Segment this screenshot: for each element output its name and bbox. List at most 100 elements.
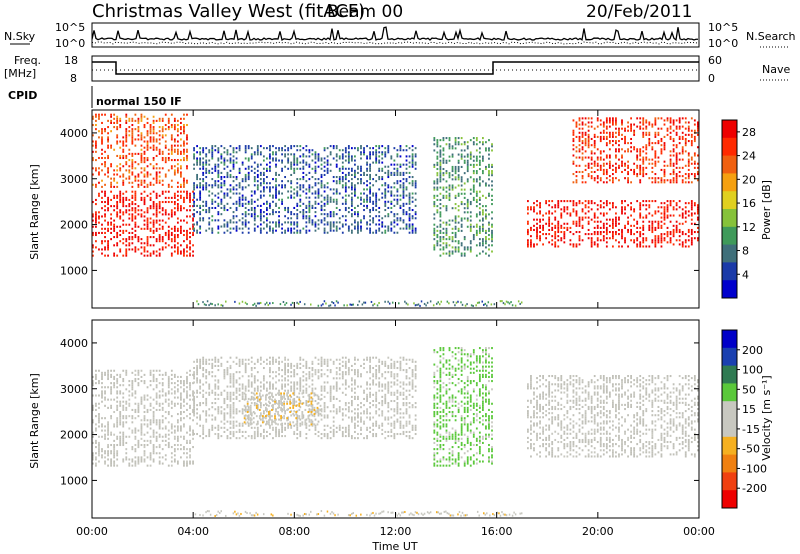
y-tick-label: 4000 [60, 127, 88, 140]
colorbar-swatch [722, 383, 737, 402]
nsky-label: N.Sky [4, 30, 36, 43]
freq-trace [92, 61, 699, 75]
colorbar-frame [721, 329, 738, 509]
colorbar-tick-label: 15 [742, 403, 756, 416]
colorbar-swatch [722, 436, 737, 456]
colorbar-swatch [722, 173, 737, 192]
colorbar-tick-label: -15 [742, 423, 760, 436]
y-tick-label: 3000 [60, 383, 88, 396]
nsearch-tick-top: 10^5 [708, 21, 738, 34]
velocity-band-3 [433, 347, 493, 467]
y-tick-label: 2000 [60, 429, 88, 442]
x-tick-label: 16:00 [481, 525, 513, 538]
cpid-value: normal 150 IF [96, 95, 182, 108]
colorbar-swatch [722, 419, 737, 438]
colorbar-swatch [722, 490, 737, 509]
velocity-data [92, 347, 699, 517]
colorbar-tick-label: 28 [742, 126, 756, 139]
colorbar-tick-label: -50 [742, 443, 760, 456]
y-tick-label: 4000 [60, 337, 88, 350]
y-tick-label: 1000 [60, 474, 88, 487]
power-band-1 [92, 190, 194, 257]
freq-panel [91, 55, 700, 82]
colorbar-swatch [722, 347, 737, 367]
power-y-ticks: 1000 2000 3000 4000 [60, 110, 700, 308]
colorbar-swatch [722, 226, 737, 246]
nsearch-line [91, 41, 699, 45]
colorbar-swatch [722, 262, 737, 281]
freq-unit-label: [MHz] [4, 67, 36, 80]
velocity-y-ticks: 1000 2000 3000 4000 [60, 320, 700, 518]
freq-label: Freq. [14, 54, 41, 67]
power-band-3 [433, 137, 493, 257]
freq-tick-bottom: 8 [70, 72, 77, 85]
date-label: 20/Feb/2011 [586, 2, 692, 22]
colorbar-swatch [722, 330, 737, 349]
velocity-band-4 [527, 375, 699, 458]
velocity-band-1 [193, 356, 417, 440]
velocity-colorbar: 200 100 50 15 -15 -50 -100 -200 [721, 329, 767, 509]
colorbar-swatch [722, 209, 737, 228]
colorbar-tick-label: 24 [742, 150, 756, 163]
colorbar-tick-label: 20 [742, 173, 756, 186]
power-ylabel: Slant Range [km] [28, 164, 41, 260]
power-band-4 [527, 200, 699, 248]
freq-tick-top: 18 [64, 54, 78, 67]
power-band-5 [572, 117, 699, 184]
nsky-tick-bottom: 10^0 [55, 37, 85, 50]
colorbar-swatch [722, 454, 737, 473]
nave-tick-bottom: 0 [708, 72, 715, 85]
x-tick-label: 04:00 [177, 525, 209, 538]
x-axis-label: Time UT [371, 540, 417, 553]
y-tick-label: 3000 [60, 173, 88, 186]
colorbar-swatch [722, 155, 737, 174]
colorbar-swatch [722, 137, 737, 157]
colorbar-tick-label: 4 [742, 268, 749, 281]
x-tick-label: 00:00 [76, 525, 108, 538]
velocity-band-0 [92, 369, 194, 467]
velocity-near-range-noise [194, 510, 523, 517]
velocity-ylabel: Slant Range [km] [28, 373, 41, 469]
colorbar-swatch [722, 365, 737, 384]
x-tick-label: 08:00 [278, 525, 310, 538]
x-axis-ticks: 00:00 04:00 08:00 12:00 16:00 20:00 00:00 [76, 525, 715, 538]
nave-label: Nave [762, 63, 790, 76]
cpid-label: CPID [8, 89, 37, 102]
x-tick-label: 20:00 [582, 525, 614, 538]
y-tick-label: 2000 [60, 219, 88, 232]
nsearch-tick-bottom: 10^0 [708, 37, 738, 50]
colorbar-tick-label: 8 [742, 245, 749, 258]
colorbar-swatch [722, 244, 737, 263]
x-tick-label: 12:00 [380, 525, 412, 538]
power-colorbar-label: Power [dB] [760, 180, 773, 240]
power-band-0 [92, 113, 188, 188]
colorbar-tick-label: 50 [742, 383, 756, 396]
x-tick-label: 00:00 [683, 525, 715, 538]
nave-tick-top: 60 [708, 54, 722, 67]
y-tick-label: 1000 [60, 264, 88, 277]
colorbar-swatch [722, 120, 737, 139]
velocity-band-2 [243, 392, 322, 426]
nsky-tick-top: 10^5 [55, 21, 85, 34]
colorbar-tick-label: 12 [742, 221, 756, 234]
power-data [92, 113, 699, 307]
colorbar-tick-label: 200 [742, 344, 763, 357]
colorbar-swatch [722, 401, 737, 420]
colorbar-tick-label: -100 [742, 462, 767, 475]
colorbar-swatch [722, 280, 737, 299]
power-near-range-noise [196, 300, 523, 307]
colorbar-tick-label: -200 [742, 482, 767, 495]
nsky-panel [91, 22, 700, 48]
colorbar-tick-label: 100 [742, 364, 763, 377]
colorbar-frame [721, 119, 738, 299]
velocity-colorbar-label: Velocity [m s⁻¹] [760, 375, 773, 460]
power-band-2 [193, 145, 417, 234]
power-colorbar: 4 8 12 16 20 24 28 [721, 119, 756, 299]
colorbar-swatch [722, 191, 737, 210]
nsky-trace [91, 26, 699, 45]
nsearch-label: N.Search [746, 30, 796, 43]
beam-label: Beam 00 [327, 2, 403, 22]
nsky-line [91, 26, 699, 42]
colorbar-tick-label: 16 [742, 197, 756, 210]
